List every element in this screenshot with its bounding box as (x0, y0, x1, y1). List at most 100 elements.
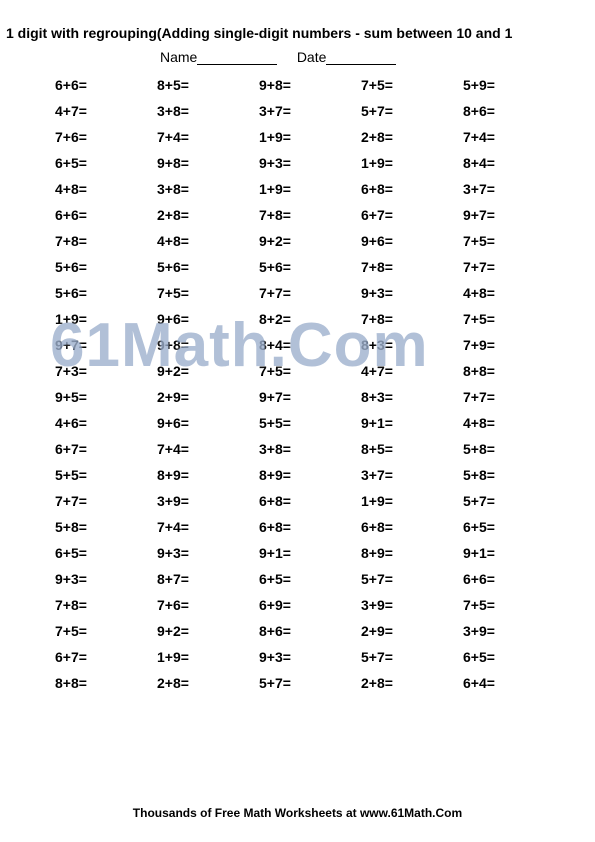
problem-cell: 5+7= (361, 649, 463, 665)
problem-cell: 5+7= (361, 571, 463, 587)
problem-cell: 9+2= (157, 623, 259, 639)
problem-cell: 2+8= (157, 675, 259, 691)
problem-cell: 5+7= (361, 103, 463, 119)
problem-cell: 6+8= (361, 519, 463, 535)
problem-cell: 7+8= (55, 597, 157, 613)
problem-cell: 9+7= (463, 207, 565, 223)
problem-cell: 8+6= (259, 623, 361, 639)
problem-cell: 6+5= (259, 571, 361, 587)
problem-cell: 9+8= (157, 337, 259, 353)
problem-cell: 7+4= (463, 129, 565, 145)
problem-cell: 9+2= (259, 233, 361, 249)
problem-cell: 4+6= (55, 415, 157, 431)
date-label: Date (297, 49, 327, 65)
problem-cell: 3+8= (157, 103, 259, 119)
problem-cell: 5+7= (259, 675, 361, 691)
problem-cell: 3+9= (157, 493, 259, 509)
problem-cell: 2+8= (361, 129, 463, 145)
problem-cell: 3+8= (259, 441, 361, 457)
footer-text: Thousands of Free Math Worksheets at www… (0, 806, 595, 820)
problem-cell: 9+6= (361, 233, 463, 249)
problem-cell: 5+6= (259, 259, 361, 275)
problem-cell: 8+7= (157, 571, 259, 587)
problem-cell: 6+8= (361, 181, 463, 197)
problem-cell: 7+8= (361, 311, 463, 327)
problem-cell: 8+4= (463, 155, 565, 171)
problem-cell: 1+9= (157, 649, 259, 665)
problem-cell: 2+9= (157, 389, 259, 405)
name-label: Name (160, 49, 197, 65)
problem-cell: 9+3= (55, 571, 157, 587)
problem-cell: 7+8= (259, 207, 361, 223)
problem-cell: 5+6= (55, 259, 157, 275)
problem-cell: 9+7= (55, 337, 157, 353)
problem-cell: 5+8= (55, 519, 157, 535)
problem-cell: 9+1= (259, 545, 361, 561)
problem-cell: 6+5= (55, 155, 157, 171)
problem-cell: 1+9= (55, 311, 157, 327)
problem-cell: 6+6= (55, 77, 157, 93)
problem-cell: 6+5= (55, 545, 157, 561)
problem-cell: 4+7= (55, 103, 157, 119)
problem-cell: 6+8= (259, 519, 361, 535)
problem-cell: 5+8= (463, 467, 565, 483)
problem-cell: 4+8= (463, 285, 565, 301)
problem-cell: 3+7= (361, 467, 463, 483)
problem-cell: 8+3= (361, 389, 463, 405)
worksheet-title: 1 digit with regrouping(Adding single-di… (0, 0, 595, 41)
problem-cell: 5+9= (463, 77, 565, 93)
date-underline (326, 50, 396, 65)
problem-cell: 7+8= (55, 233, 157, 249)
problem-cell: 2+8= (361, 675, 463, 691)
problem-cell: 8+9= (259, 467, 361, 483)
problem-cell: 8+2= (259, 311, 361, 327)
problem-cell: 9+3= (259, 155, 361, 171)
problem-cell: 4+8= (463, 415, 565, 431)
problem-cell: 7+5= (463, 233, 565, 249)
problem-cell: 9+5= (55, 389, 157, 405)
problem-cell: 6+4= (463, 675, 565, 691)
problem-cell: 7+3= (55, 363, 157, 379)
problem-cell: 8+6= (463, 103, 565, 119)
problem-cell: 4+8= (157, 233, 259, 249)
problem-cell: 9+6= (157, 415, 259, 431)
problem-cell: 7+7= (55, 493, 157, 509)
problem-cell: 8+5= (361, 441, 463, 457)
problem-cell: 9+8= (157, 155, 259, 171)
problem-cell: 7+9= (463, 337, 565, 353)
problem-cell: 7+7= (463, 389, 565, 405)
problem-cell: 6+6= (55, 207, 157, 223)
problem-cell: 7+5= (259, 363, 361, 379)
problem-cell: 2+8= (157, 207, 259, 223)
problem-cell: 4+8= (55, 181, 157, 197)
problem-cell: 1+9= (259, 181, 361, 197)
problem-cell: 7+7= (463, 259, 565, 275)
problem-cell: 9+1= (361, 415, 463, 431)
problem-cell: 5+5= (55, 467, 157, 483)
problem-cell: 4+7= (361, 363, 463, 379)
problem-cell: 3+8= (157, 181, 259, 197)
problem-cell: 5+8= (463, 441, 565, 457)
problem-cell: 8+4= (259, 337, 361, 353)
problem-cell: 9+3= (157, 545, 259, 561)
problem-cell: 2+9= (361, 623, 463, 639)
name-underline (197, 50, 277, 65)
problem-cell: 3+9= (463, 623, 565, 639)
problem-cell: 5+6= (157, 259, 259, 275)
problem-cell: 7+6= (157, 597, 259, 613)
problem-cell: 7+5= (55, 623, 157, 639)
problem-cell: 9+6= (157, 311, 259, 327)
problem-cell: 1+9= (361, 493, 463, 509)
problem-cell: 3+9= (361, 597, 463, 613)
problem-cell: 8+8= (55, 675, 157, 691)
header-row: Name Date (0, 41, 595, 71)
problem-cell: 5+6= (55, 285, 157, 301)
problem-cell: 7+8= (361, 259, 463, 275)
problem-cell: 6+5= (463, 519, 565, 535)
problem-cell: 6+8= (259, 493, 361, 509)
problem-cell: 1+9= (259, 129, 361, 145)
problem-cell: 9+3= (361, 285, 463, 301)
problem-cell: 9+2= (157, 363, 259, 379)
problem-cell: 9+8= (259, 77, 361, 93)
problem-cell: 6+5= (463, 649, 565, 665)
